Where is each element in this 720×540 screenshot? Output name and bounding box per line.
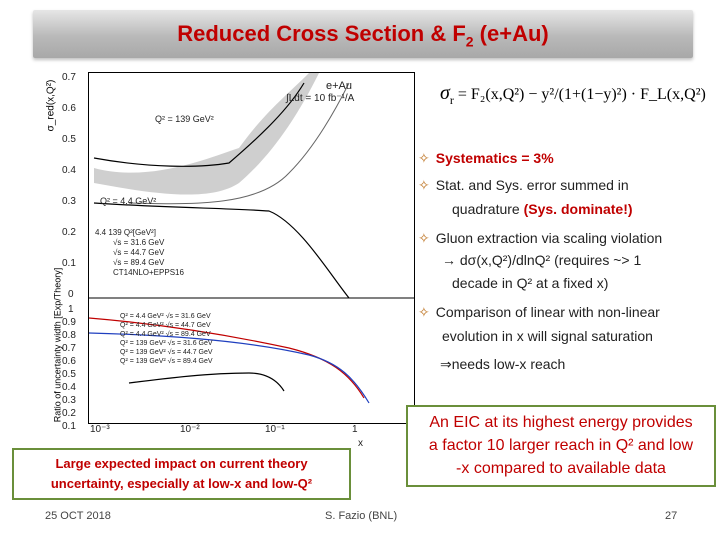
top-y-tick: 0.2	[62, 227, 76, 238]
bottom-y-tick: 0.6	[62, 356, 76, 367]
ratio-curve-black	[128, 372, 285, 392]
uncertainty-band	[94, 73, 319, 195]
top-y-tick: 0.1	[62, 258, 76, 269]
bottom-y-tick: 0.7	[62, 343, 76, 354]
bottom-y-tick: 0.1	[62, 421, 76, 432]
diamond-star-icon: ✧	[418, 150, 430, 166]
x-axis-label: x	[358, 438, 363, 449]
footer-date: 25 OCT 2018	[45, 510, 111, 522]
bullet-errors-cont: quadrature (Sys. dominate!)	[452, 201, 633, 217]
bullet-low-x-reach: ⇒needs low-x reach	[440, 356, 566, 372]
bullet-systematics: ✧ Systematics = 3%	[418, 150, 554, 166]
curve-low-q2	[93, 202, 350, 299]
top-y-axis-label: σ_red(x,Q²)	[45, 79, 57, 132]
top-y-tick: 0	[68, 289, 74, 300]
ratio-curve-blue	[88, 332, 370, 404]
bullet-comparison-cont: evolution in x will signal saturation	[442, 328, 653, 344]
curve-theory	[128, 82, 350, 205]
top-y-tick: 0.5	[62, 134, 76, 145]
impact-box: Large expected impact on current theory …	[12, 448, 351, 500]
top-legend: 4.4 139 Q²[GeV²] √s = 31.6 GeV √s = 44.7…	[95, 228, 184, 277]
impact-text: Large expected impact on current theory …	[50, 456, 313, 491]
q2-low-label: Q² = 4.4 GeV²	[100, 196, 157, 206]
corner-label-2: ∫Ldt = 10 fb⁻¹/A	[286, 93, 355, 104]
top-y-tick: 0.3	[62, 196, 76, 207]
figure-svg	[88, 73, 414, 404]
diamond-star-icon: ✧	[418, 230, 430, 246]
bottom-y-tick: 0.8	[62, 330, 76, 341]
callout-box: An EIC at its highest energy provides a …	[406, 405, 716, 487]
x-tick: 10⁻³	[90, 424, 110, 435]
x-tick: 10⁻¹	[265, 424, 285, 435]
bullet-comparison: ✧ Comparison of linear with non-linear	[418, 304, 660, 320]
bottom-y-tick: 0.5	[62, 369, 76, 380]
slide-title: Reduced Cross Section & F2 (e+Au)	[177, 21, 549, 50]
bottom-y-tick: 0.2	[62, 408, 76, 419]
corner-label-1: e+Au	[326, 80, 352, 92]
bottom-y-tick: 1	[68, 304, 74, 315]
top-y-tick: 0.6	[62, 103, 76, 114]
bottom-y-tick: 0.9	[62, 317, 76, 328]
bottom-y-tick: 0.3	[62, 395, 76, 406]
bullet-errors: ✧ Stat. and Sys. error summed in	[418, 177, 629, 193]
top-y-tick: 0.7	[62, 72, 76, 83]
bullet-gluon: ✧ Gluon extraction via scaling violation	[418, 230, 663, 246]
callout-text: An EIC at its highest energy provides a …	[428, 414, 694, 477]
x-tick: 10⁻²	[180, 424, 200, 435]
bottom-legend: Q² = 4.4 GeV² √s = 31.6 GeV Q² = 4.4 GeV…	[120, 313, 213, 365]
curve-high-q2	[93, 82, 305, 167]
top-y-tick: 0.4	[62, 165, 76, 176]
x-tick: 1	[352, 424, 358, 435]
q2-high-label: Q² = 139 GeV²	[155, 114, 214, 124]
bottom-y-tick: 0.4	[62, 382, 76, 393]
bullet-gluon-cont1: → dσ(x,Q²)/dlnQ² (requires ~> 1	[442, 252, 642, 268]
bottom-y-axis-label: Ratio of uncertainty width [Exp/Theory]	[52, 267, 63, 423]
figure-panel	[88, 72, 415, 424]
title-subscript: 2	[465, 33, 474, 50]
footer-page-number: 27	[665, 510, 678, 522]
formula: σr = F₂(x,Q²) − y²/(1+(1−y)²) · F_L(x,Q²…	[440, 82, 706, 107]
ratio-curve-red	[88, 317, 365, 399]
title-bar: Reduced Cross Section & F2 (e+Au)	[33, 10, 693, 58]
diamond-star-icon: ✧	[418, 304, 430, 320]
footer-author: S. Fazio (BNL)	[325, 510, 398, 522]
bullet-gluon-cont2: decade in Q² at a fixed x)	[452, 275, 609, 291]
diamond-star-icon: ✧	[418, 177, 430, 193]
